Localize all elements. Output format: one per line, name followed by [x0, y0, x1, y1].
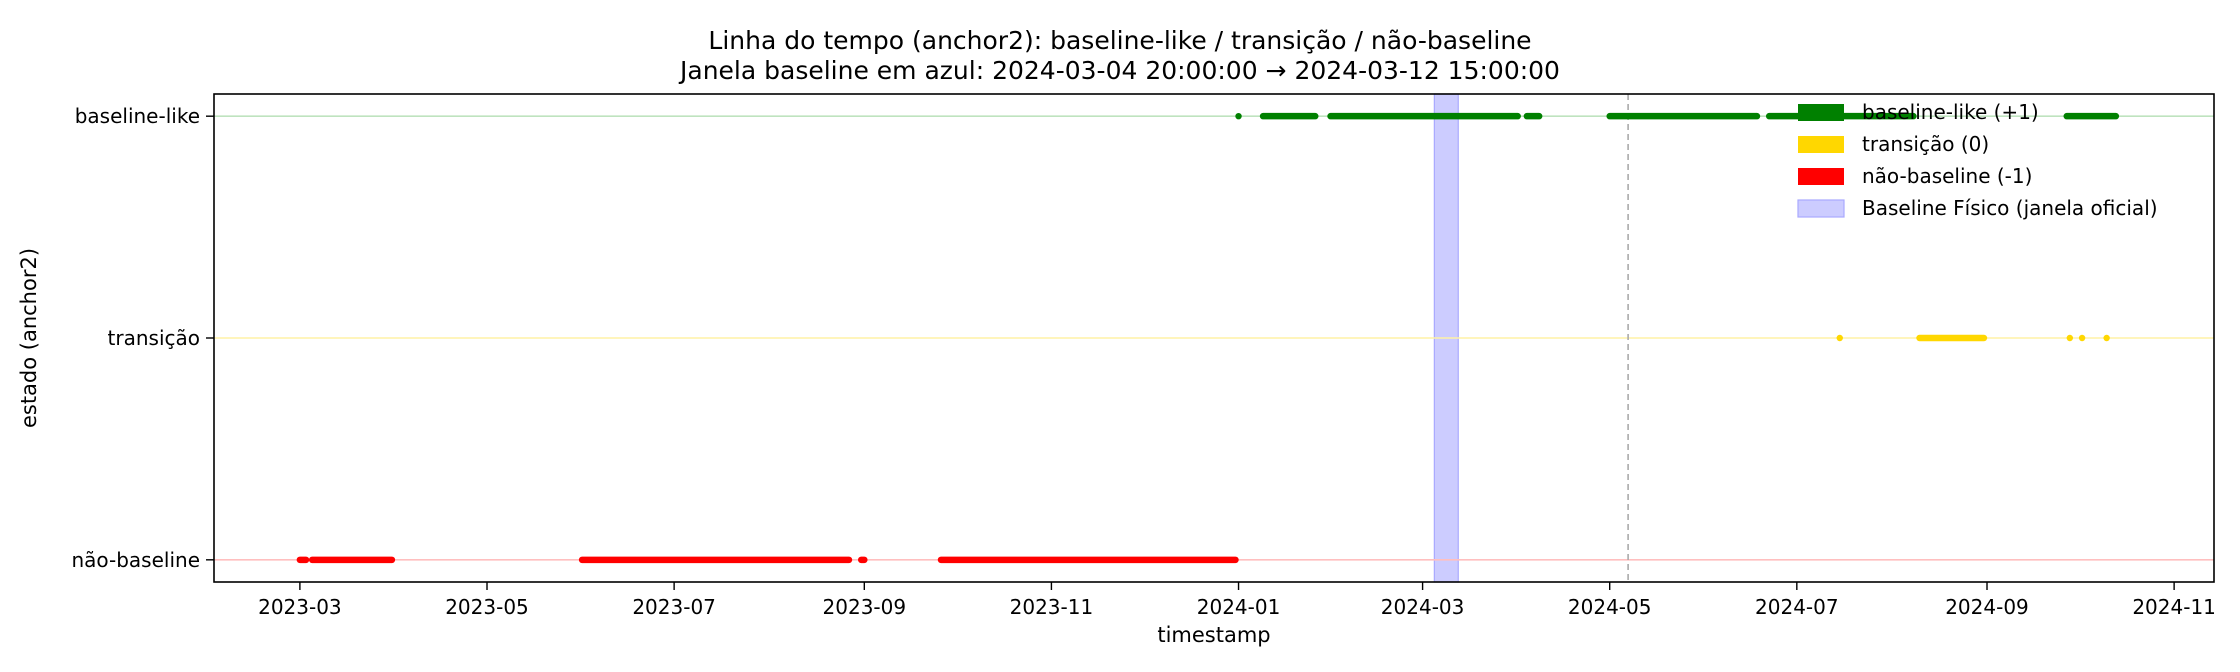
x-tick-label: 2024-09 [1945, 595, 2029, 619]
x-tick-label: 2023-09 [823, 595, 907, 619]
legend-label: Baseline Físico (janela oficial) [1862, 196, 2158, 220]
x-tick-label: 2024-03 [1381, 595, 1465, 619]
legend-swatch [1797, 199, 1845, 218]
x-tick-label: 2024-11 [2132, 595, 2216, 619]
data-point [1836, 334, 1843, 342]
x-tick-label: 2024-05 [1568, 595, 1652, 619]
data-point [2078, 334, 2086, 342]
x-axis-label: timestamp [1157, 623, 1270, 647]
data-point [1235, 112, 1242, 120]
chart-subtitle: Janela baseline em azul: 2024-03-04 20:0… [680, 56, 1560, 85]
y-tick-label: baseline-like [75, 104, 200, 128]
x-tick-label: 2023-05 [445, 595, 529, 619]
x-tick-label: 2023-11 [1010, 595, 1094, 619]
legend-swatch [1798, 104, 1844, 121]
x-tick-label: 2024-01 [1197, 595, 1281, 619]
legend-label: não-baseline (-1) [1862, 164, 2032, 188]
legend-swatch [1798, 168, 1844, 185]
x-tick-label: 2024-07 [1755, 595, 1839, 619]
y-tick-label: transição [108, 326, 200, 350]
legend-swatch [1798, 136, 1844, 153]
chart-title: Linha do tempo (anchor2): baseline-like … [708, 26, 1532, 55]
x-tick-label: 2023-03 [258, 595, 342, 619]
data-point [2066, 334, 2074, 342]
legend-label: transição (0) [1862, 132, 1989, 156]
legend-label: baseline-like (+1) [1862, 100, 2039, 124]
data-point [2103, 334, 2110, 342]
x-tick-label: 2023-07 [632, 595, 716, 619]
y-tick-label: não-baseline [71, 548, 200, 572]
y-axis-label: estado (anchor2) [17, 248, 41, 428]
